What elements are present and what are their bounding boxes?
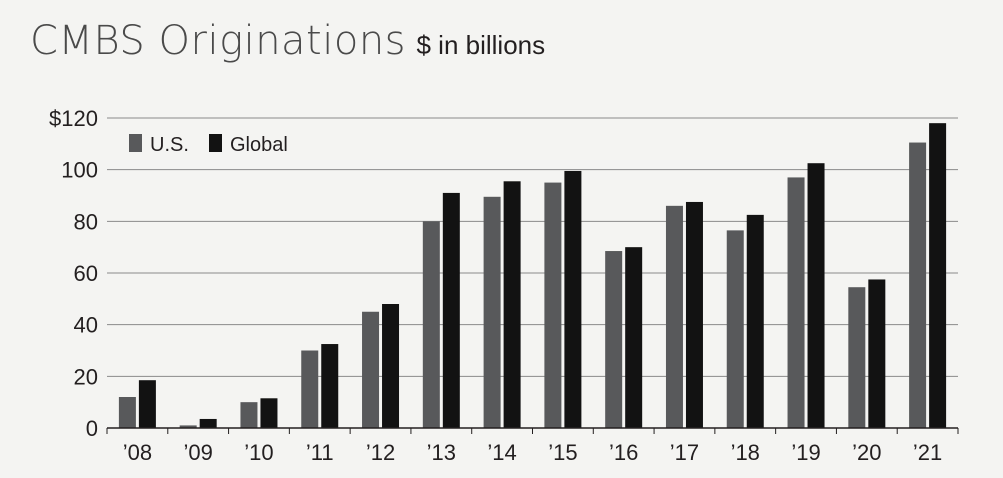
x-axis-ticks: ’08 ’09 ’10 ’11 ’12 ’13 ’14 ’15 ’16 ’17 ’18 ’19 ’20 ’… [123, 440, 943, 465]
bar-global-10 [746, 214, 764, 428]
bar-us-4 [362, 311, 380, 428]
y-tick-label: 60 [74, 261, 98, 286]
bar-global-8 [625, 247, 643, 428]
bar-global-3 [321, 344, 339, 428]
x-tick-label: ’09 [183, 440, 212, 465]
y-tick-label: 80 [74, 209, 98, 234]
bar-global-0 [138, 380, 156, 428]
y-tick-label: 40 [74, 313, 98, 338]
chart-title: CMBS Originations [30, 18, 407, 64]
bar-global-6 [503, 181, 521, 428]
chart-title-block: CMBS Originations $ in billions [30, 18, 545, 64]
legend-swatch [129, 134, 142, 152]
x-tick-label: ’10 [244, 440, 273, 465]
x-tick-label: ’18 [731, 440, 760, 465]
y-tick-label: 20 [74, 364, 98, 389]
bar-us-1 [179, 425, 197, 428]
x-tick-label: ’08 [123, 440, 152, 465]
legend-swatch [209, 134, 222, 152]
bar-us-3 [301, 350, 319, 428]
bar-us-6 [483, 196, 501, 428]
bar-us-12 [848, 287, 866, 428]
bar-us-9 [665, 205, 683, 428]
bar-us-13 [909, 142, 927, 428]
x-tick-label: ’16 [609, 440, 638, 465]
bar-global-9 [685, 201, 703, 428]
y-tick-label: 0 [86, 416, 98, 441]
legend-label: U.S. [150, 134, 189, 156]
x-tick-label: ’12 [366, 440, 395, 465]
x-tick-label: ’11 [306, 440, 334, 465]
legend: U.S. Global [129, 134, 288, 156]
bar-us-8 [605, 251, 623, 428]
x-tick-label: ’14 [487, 440, 516, 465]
x-tick-label: ’21 [913, 440, 942, 465]
bar-global-12 [868, 279, 886, 428]
gridlines [107, 117, 958, 377]
x-tick-label: ’20 [852, 440, 881, 465]
bar-global-1 [199, 418, 217, 428]
x-axis [106, 427, 959, 434]
bar-us-5 [422, 221, 440, 428]
bar-us-0 [118, 397, 136, 428]
legend-label: Global [230, 134, 288, 156]
x-tick-label: ’13 [427, 440, 456, 465]
x-tick-label: ’17 [670, 440, 699, 465]
bar-global-4 [382, 304, 400, 428]
y-tick-label: 100 [61, 158, 98, 183]
bar-global-5 [442, 192, 460, 428]
bar-us-7 [544, 182, 562, 428]
x-tick-label: ’15 [548, 440, 577, 465]
bar-us-10 [726, 230, 744, 428]
bar-global-2 [260, 398, 278, 428]
chart-subtitle: $ in billions [416, 30, 546, 60]
bar-global-7 [564, 170, 582, 429]
bar-global-13 [929, 123, 947, 429]
x-tick-label: ’19 [791, 440, 820, 465]
bar-global-11 [807, 163, 825, 429]
bar-us-2 [240, 402, 258, 428]
y-axis-ticks: 0 20 40 60 80 100 $120 [49, 106, 98, 441]
bars [118, 123, 947, 429]
bar-us-11 [787, 177, 805, 428]
y-tick-label: $120 [49, 106, 98, 131]
